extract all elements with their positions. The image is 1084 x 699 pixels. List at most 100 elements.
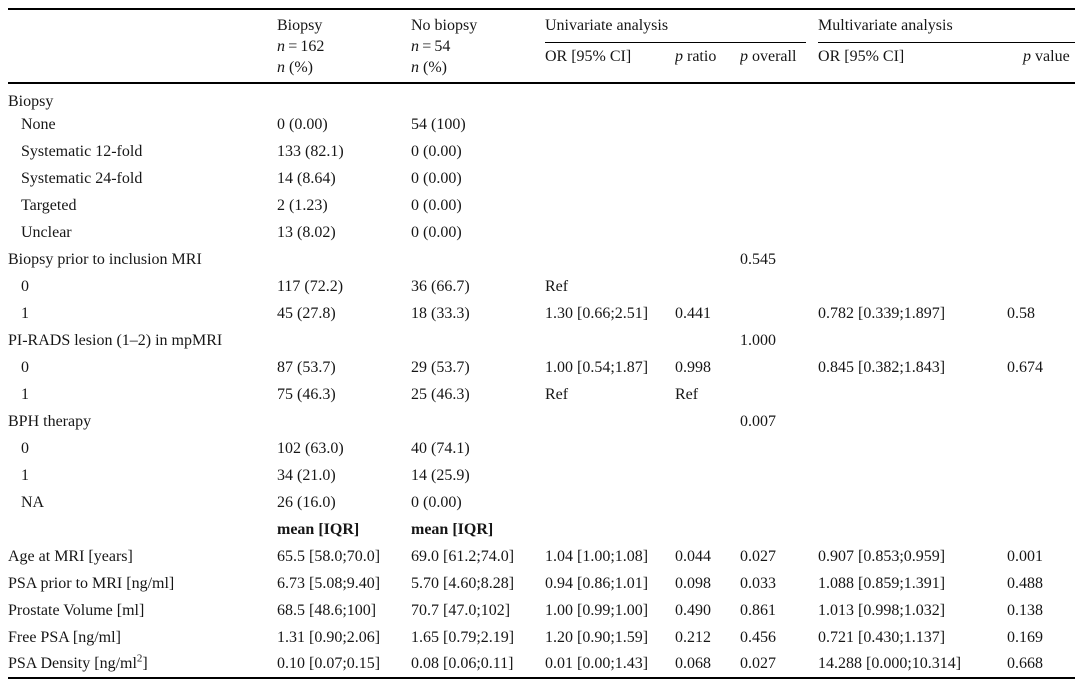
cell-or-multivariate: 1.088 [0.859;1.391] <box>818 574 946 592</box>
cell-p-ratio: 0.998 <box>675 358 711 376</box>
cell-no-biopsy: 25 (46.3) <box>411 385 470 403</box>
cell-no-biopsy: 0 (0.00) <box>411 223 462 241</box>
cell-biopsy: 87 (53.7) <box>277 358 336 376</box>
cell-or-univariate <box>545 192 675 219</box>
cell-biopsy: 26 (16.0) <box>277 493 336 511</box>
cell-p-value: 0.488 <box>1007 574 1044 592</box>
cell-p-overall <box>740 489 818 516</box>
cell-or-univariate <box>545 435 675 462</box>
cell-p-value <box>1007 489 1075 516</box>
row-label: Unclear <box>21 223 72 241</box>
row-label: PSA prior to MRI [ng/ml] <box>8 574 175 592</box>
table-row: 0 87 (53.7) 29 (53.7) 1.00 [0.54;1.87] 0.998… <box>8 354 1075 381</box>
cell-or-univariate: 1.30 [0.66;2.51] <box>545 304 649 322</box>
no-biopsy-column-title: No biopsy <box>411 17 478 34</box>
cell-p-ratio <box>675 83 740 111</box>
table-row: PSA Density [ng/ml2] 0.10 [0.07;0.15] 0.08… <box>8 651 1075 678</box>
cell-or-univariate <box>545 408 675 435</box>
cell-p-overall <box>740 219 818 246</box>
cell-or-multivariate <box>818 408 1007 435</box>
cell-p-ratio: 0.068 <box>675 655 711 672</box>
cell-or-multivariate <box>818 435 1007 462</box>
cell-or-multivariate: 1.013 [0.998;1.032] <box>818 601 946 619</box>
cell-biopsy <box>277 246 411 273</box>
cell-or-multivariate <box>818 192 1007 219</box>
biopsy-column-n: n = 162 <box>277 38 325 55</box>
row-label: 0 <box>21 358 29 376</box>
cell-p-ratio <box>675 165 740 192</box>
cell-p-ratio <box>675 111 740 138</box>
table-row: Prostate Volume [ml] 68.5 [48.6;100] 70.7 … <box>8 597 1075 624</box>
cell-p-ratio: 0.490 <box>675 601 711 619</box>
table-row: NA 26 (16.0) 0 (0.00) <box>8 489 1075 516</box>
cell-p-ratio <box>675 219 740 246</box>
cell-or-univariate <box>545 83 675 111</box>
cell-or-multivariate <box>818 246 1007 273</box>
cell-p-value <box>1007 138 1075 165</box>
biopsy-column-title: Biopsy <box>277 17 323 34</box>
row-label: 0 <box>21 277 29 295</box>
cell-or-multivariate <box>818 516 1007 543</box>
table-row: Targeted 2 (1.23) 0 (0.00) <box>8 192 1075 219</box>
row-label: Targeted <box>21 196 77 214</box>
column-header-p-value: p value <box>1023 48 1070 65</box>
cell-no-biopsy <box>411 246 545 273</box>
cell-p-overall <box>740 300 818 327</box>
cell-no-biopsy: 40 (74.1) <box>411 439 470 457</box>
cell-biopsy <box>277 408 411 435</box>
cell-p-value: 0.668 <box>1007 655 1044 672</box>
cell-no-biopsy: 0.08 [0.06;0.11] <box>411 655 514 672</box>
cell-no-biopsy: 54 (100) <box>411 115 466 133</box>
cell-p-value <box>1007 408 1075 435</box>
cell-p-value: 0.138 <box>1007 601 1044 619</box>
cell-or-univariate: 1.20 [0.90;1.59] <box>545 628 649 646</box>
cell-p-overall <box>740 462 818 489</box>
cell-p-value: 0.58 <box>1007 304 1036 322</box>
row-label: Systematic 24-fold <box>21 169 143 187</box>
cell-p-overall <box>740 435 818 462</box>
table-row: PSA prior to MRI [ng/ml] 6.73 [5.08;9.40]… <box>8 570 1075 597</box>
cell-p-ratio <box>675 192 740 219</box>
cell-or-univariate <box>545 516 675 543</box>
column-header-no-biopsy: No biopsy n = 54 n (%) <box>411 9 545 83</box>
cell-or-univariate: 0.94 [0.86;1.01] <box>545 574 649 592</box>
group-header-univariate: Univariate analysis <box>545 9 818 43</box>
row-label: PSA Density [ng/ml2] <box>8 652 148 672</box>
cell-or-multivariate <box>818 462 1007 489</box>
cell-p-value: 0.674 <box>1007 358 1044 376</box>
table-row: Biopsy prior to inclusion MRI 0.545 <box>8 246 1075 273</box>
cell-or-multivariate: 0.845 [0.382;1.843] <box>818 358 946 376</box>
no-biopsy-column-unit: n (%) <box>411 59 447 76</box>
cell-or-univariate <box>545 138 675 165</box>
cell-p-overall <box>740 381 818 408</box>
cell-p-overall <box>740 516 818 543</box>
cell-or-univariate: Ref <box>545 385 569 403</box>
cell-p-value <box>1007 381 1075 408</box>
cell-no-biopsy: 0 (0.00) <box>411 493 462 511</box>
cell-p-value <box>1007 165 1075 192</box>
row-label: 1 <box>21 466 29 484</box>
cell-p-ratio: 0.044 <box>675 547 711 565</box>
cell-no-biopsy <box>411 83 545 111</box>
cell-or-univariate <box>545 219 675 246</box>
cell-p-ratio <box>675 327 740 354</box>
cell-no-biopsy: 29 (53.7) <box>411 358 470 376</box>
cell-or-multivariate <box>818 489 1007 516</box>
cell-p-value <box>1007 219 1075 246</box>
cell-p-ratio: 0.441 <box>675 304 711 322</box>
row-label: NA <box>21 493 45 511</box>
column-header-p-overall: p overall <box>740 48 797 65</box>
cell-biopsy: 75 (46.3) <box>277 385 336 403</box>
header-empty-label-cell <box>8 9 277 83</box>
cell-p-value <box>1007 435 1075 462</box>
cell-no-biopsy <box>411 327 545 354</box>
cell-no-biopsy: 0 (0.00) <box>411 196 462 214</box>
table-row: PI-RADS lesion (1–2) in mpMRI 1.000 <box>8 327 1075 354</box>
row-label: Systematic 12-fold <box>21 142 143 160</box>
cell-biopsy <box>277 83 411 111</box>
row-label: Prostate Volume [ml] <box>8 601 145 619</box>
cell-or-multivariate: 0.721 [0.430;1.137] <box>818 628 946 646</box>
cell-biopsy: 2 (1.23) <box>277 196 328 214</box>
row-label: None <box>21 115 56 133</box>
cell-or-univariate <box>545 165 675 192</box>
